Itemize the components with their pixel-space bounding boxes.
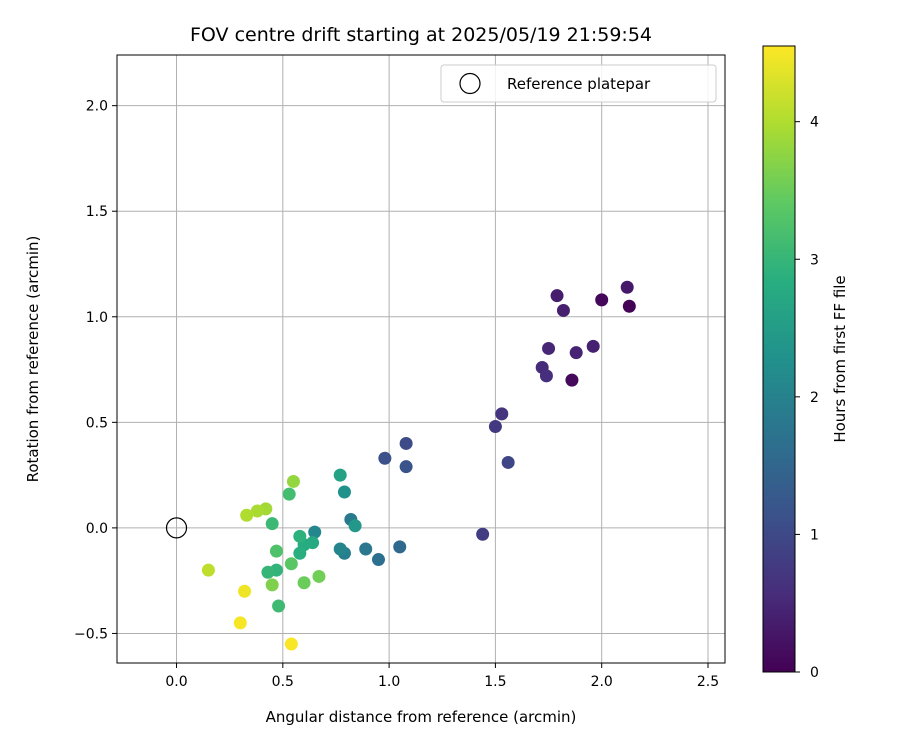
drift-point <box>476 527 490 541</box>
drift-point <box>399 460 413 474</box>
drift-point <box>233 616 247 630</box>
colorbar-tick-label: 4 <box>810 115 819 131</box>
drift-point <box>333 468 347 482</box>
colorbar-tick-label: 0 <box>810 665 819 681</box>
drift-point <box>308 525 322 539</box>
drift-point <box>284 637 298 651</box>
x-axis-ticks: 0.0 0.5 1.0 1.5 2.0 2.5 <box>165 663 719 690</box>
drift-point <box>495 407 509 421</box>
drift-point <box>539 369 553 383</box>
colorbar-tick-label: 2 <box>810 390 819 406</box>
colorbar-ticks: 0 1 2 3 4 <box>795 115 819 681</box>
x-axis-label: Angular distance from reference (arcmin) <box>266 708 577 726</box>
drift-point <box>399 436 413 450</box>
drift-point <box>569 346 583 360</box>
drift-point <box>265 578 279 592</box>
x-tick-label: 1.5 <box>484 674 506 690</box>
colorbar-gradient <box>762 45 796 673</box>
colorbar-tick-label: 3 <box>810 252 819 268</box>
y-tick-label: −0.5 <box>74 626 108 642</box>
drift-point <box>556 303 570 317</box>
chart-title: FOV centre drift starting at 2025/05/19 … <box>190 24 652 46</box>
drift-point <box>542 341 556 355</box>
colorbar-label: Hours from first FF file <box>831 275 849 442</box>
drift-point <box>586 339 600 353</box>
y-axis-ticks: −0.5 0.0 0.5 1.0 1.5 2.0 <box>74 99 117 642</box>
drift-point <box>595 293 609 307</box>
drift-point <box>565 373 579 387</box>
drift-point <box>293 546 307 560</box>
drift-point <box>501 455 515 469</box>
colorbar: 0 1 2 3 4 Hours from first FF file <box>762 45 849 681</box>
drift-point <box>550 289 564 303</box>
y-tick-label: 0.0 <box>86 521 108 537</box>
legend-reference-icon <box>459 72 481 95</box>
drift-point <box>265 517 279 531</box>
x-tick-label: 2.0 <box>591 674 613 690</box>
data-points <box>201 280 636 651</box>
grid-lines <box>117 55 725 663</box>
drift-point <box>297 576 311 590</box>
x-tick-label: 2.5 <box>697 674 719 690</box>
drift-point <box>620 280 634 294</box>
y-tick-label: 2.0 <box>86 99 108 115</box>
drift-point <box>269 544 283 558</box>
x-tick-label: 0.5 <box>272 674 294 690</box>
y-axis-label: Rotation from reference (arcmin) <box>24 236 42 483</box>
drift-point <box>240 508 254 522</box>
drift-point <box>286 474 300 488</box>
y-tick-label: 1.0 <box>86 310 108 326</box>
drift-point <box>359 542 373 556</box>
drift-point <box>250 504 264 518</box>
plot-frame <box>116 54 726 664</box>
drift-point <box>261 565 275 579</box>
colorbar-tick-label: 1 <box>810 527 819 543</box>
drift-point <box>272 599 286 613</box>
drift-point <box>371 553 385 567</box>
legend-label: Reference platepar <box>507 75 651 93</box>
drift-point <box>378 451 392 465</box>
drift-point <box>348 519 362 533</box>
drift-point <box>293 529 307 543</box>
drift-point <box>622 299 636 313</box>
drift-point <box>282 487 296 501</box>
x-tick-label: 1.0 <box>378 674 400 690</box>
drift-point <box>488 420 502 434</box>
drift-point <box>333 542 347 556</box>
drift-point <box>337 485 351 499</box>
drift-point <box>238 584 252 598</box>
y-tick-label: 0.5 <box>86 415 108 431</box>
drift-point <box>201 563 215 577</box>
drift-point <box>393 540 407 554</box>
legend: Reference platepar <box>440 64 717 103</box>
drift-point <box>312 569 326 583</box>
x-tick-label: 0.0 <box>165 674 187 690</box>
reference-marker-group <box>165 517 188 539</box>
legend-box <box>440 64 717 103</box>
reference-marker <box>165 517 188 539</box>
drift-point <box>284 557 298 571</box>
y-tick-label: 1.5 <box>86 204 108 220</box>
